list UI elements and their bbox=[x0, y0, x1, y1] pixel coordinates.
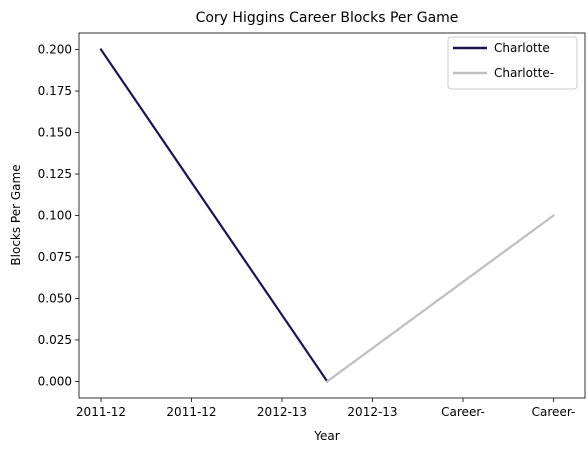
y-axis-ticks: 0.000 0.025 0.050 0.075 0.100 0.125 0.150 0.175… bbox=[38, 43, 79, 388]
x-tick-label: 2012-13 bbox=[347, 405, 397, 419]
x-tick-label: Career- bbox=[441, 405, 485, 419]
legend-label-charlotte: Charlotte bbox=[494, 41, 550, 55]
x-axis-label: Year bbox=[313, 429, 339, 443]
legend: Charlotte Charlotte- bbox=[447, 36, 578, 90]
legend-box bbox=[447, 36, 578, 90]
x-axis-ticks: 2011-12 2011-12 2012-13 2012-13 Career- Caree… bbox=[76, 398, 575, 419]
y-tick-label: 0.150 bbox=[38, 126, 72, 140]
x-tick-label: 2012-13 bbox=[257, 405, 307, 419]
x-tick-label: 2011-12 bbox=[166, 405, 216, 419]
series-line-1 bbox=[325, 213, 556, 383]
y-tick-label: 0.075 bbox=[38, 250, 72, 264]
y-tick-label: 0.050 bbox=[38, 291, 72, 305]
plot-frame bbox=[78, 32, 586, 399]
y-axis-label: Blocks Per Game bbox=[9, 164, 23, 265]
y-tick-label: 0.000 bbox=[38, 374, 72, 388]
plot-lines bbox=[99, 48, 556, 383]
y-tick-label: 0.025 bbox=[38, 333, 72, 347]
x-tick-label: 2011-12 bbox=[76, 405, 126, 419]
y-tick-label: 0.200 bbox=[38, 43, 72, 57]
y-tick-label: 0.100 bbox=[38, 209, 72, 223]
x-tick-label: Career- bbox=[532, 405, 576, 419]
legend-label-charlotte-dash: Charlotte- bbox=[494, 66, 554, 80]
y-tick-label: 0.125 bbox=[38, 167, 72, 181]
series-line-0 bbox=[99, 48, 329, 383]
y-tick-label: 0.175 bbox=[38, 84, 72, 98]
chart-title: Cory Higgins Career Blocks Per Game bbox=[196, 10, 459, 26]
